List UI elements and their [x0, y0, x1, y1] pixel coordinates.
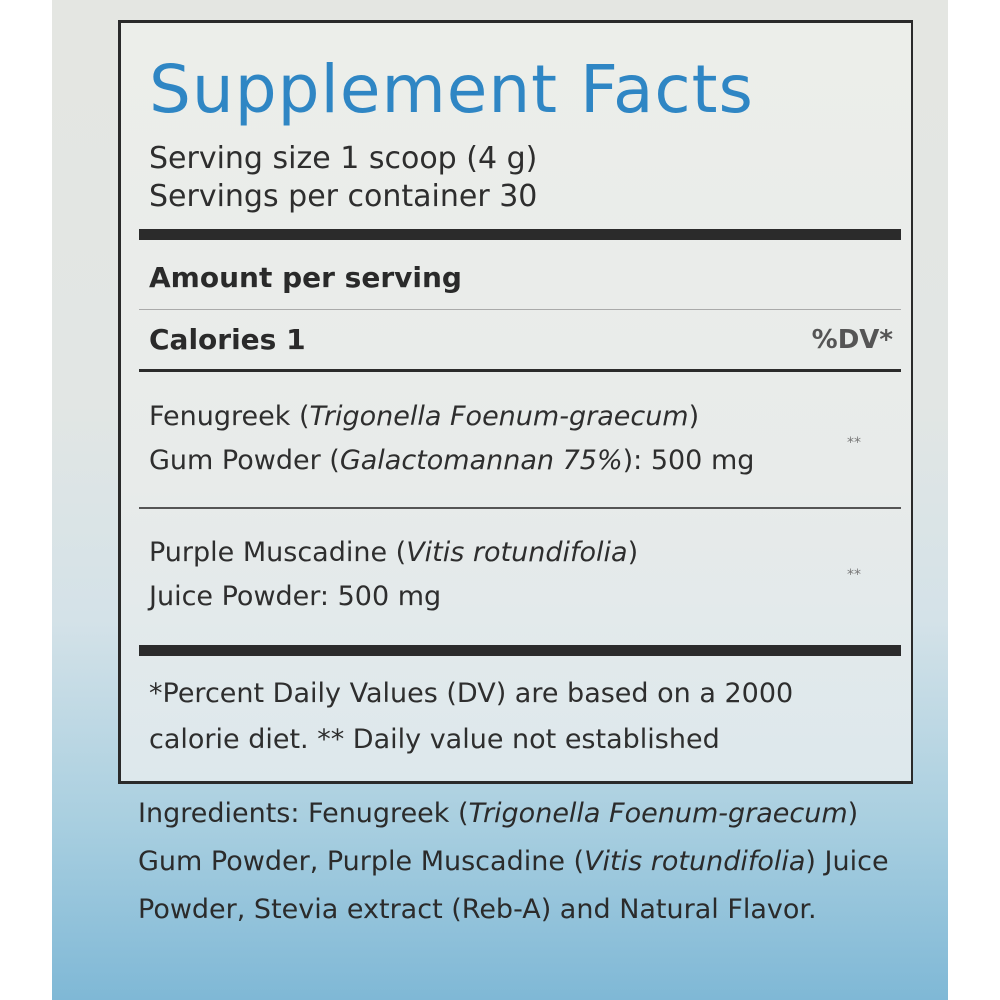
divider	[139, 507, 901, 509]
calories: Calories 1	[149, 323, 306, 356]
ingredient-row-fenugreek: Fenugreek (Trigonella Foenum-graecum) Gu…	[149, 401, 755, 476]
footnote: *Percent Daily Values (DV) are based on …	[149, 678, 794, 755]
dv-header: %DV*	[811, 325, 893, 355]
servings-per-container: Servings per container 30	[149, 179, 538, 214]
amount-per-serving: Amount per serving	[149, 261, 462, 294]
thick-divider	[139, 229, 901, 240]
dv-not-established: **	[847, 435, 861, 451]
serving-size: Serving size 1 scoop (4 g)	[149, 141, 538, 176]
dv-not-established: **	[847, 567, 861, 583]
panel-title: Supplement Facts	[149, 51, 754, 128]
divider	[139, 369, 901, 372]
thick-divider	[139, 645, 901, 656]
supplement-facts-panel: Supplement Facts Serving size 1 scoop (4…	[118, 20, 913, 784]
ingredients-list: Ingredients: Fenugreek (Trigonella Foenu…	[138, 798, 889, 925]
thin-divider	[139, 309, 901, 310]
ingredient-row-muscadine: Purple Muscadine (Vitis rotundifolia) Ju…	[149, 537, 639, 612]
